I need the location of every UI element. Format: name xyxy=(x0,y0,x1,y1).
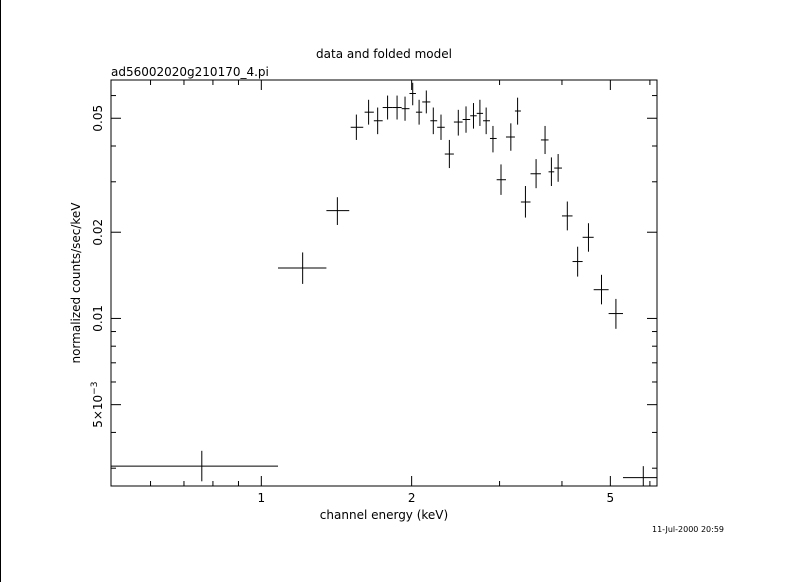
tick-labels: 1 2 5 5×10−3 0.01 0.02 0.05 xyxy=(90,105,614,505)
data-point xyxy=(453,109,463,136)
timestamp: 11-Jul-2000 20:59 xyxy=(652,525,724,534)
data-point xyxy=(582,223,594,252)
plot-frame xyxy=(110,79,658,487)
data-point xyxy=(476,99,484,126)
axis-ticks xyxy=(110,80,657,486)
data-point xyxy=(608,298,623,329)
y-axis-label: normalized counts/sec/keV xyxy=(69,202,83,364)
data-point xyxy=(496,164,506,195)
data-point xyxy=(520,186,531,218)
data-points xyxy=(111,82,657,486)
data-point xyxy=(111,450,279,482)
data-point xyxy=(470,103,477,129)
chart-subtitle: ad56002020g210170_4.pi xyxy=(111,65,269,79)
data-point xyxy=(593,274,609,305)
x-tick-label: 5 xyxy=(607,491,615,505)
window-edge xyxy=(0,0,1,582)
data-point xyxy=(554,154,562,182)
y-tick-label: 0.01 xyxy=(91,305,105,332)
data-point xyxy=(350,114,364,140)
data-point xyxy=(278,252,327,284)
x-axis-label: channel energy (keV) xyxy=(320,508,448,522)
data-point xyxy=(422,90,431,114)
data-point xyxy=(437,114,445,140)
data-point xyxy=(572,246,583,277)
data-point xyxy=(514,97,521,125)
data-point xyxy=(392,95,402,120)
data-point xyxy=(489,125,497,153)
x-tick-label: 2 xyxy=(408,491,416,505)
data-point xyxy=(505,123,515,151)
data-point xyxy=(373,107,383,135)
data-point xyxy=(462,106,471,133)
x-tick-label: 1 xyxy=(257,491,265,505)
data-point xyxy=(548,157,555,187)
data-point xyxy=(622,466,657,486)
data-point xyxy=(364,99,374,125)
data-point xyxy=(409,82,416,106)
data-point xyxy=(430,107,438,135)
data-point xyxy=(530,159,541,189)
data-point xyxy=(326,197,350,225)
y-tick-label: 0.05 xyxy=(91,105,105,132)
data-point xyxy=(483,107,490,135)
data-point xyxy=(540,125,549,155)
y-tick-label: 5×10−3 xyxy=(90,382,105,428)
data-point xyxy=(415,99,423,125)
data-point xyxy=(401,96,410,121)
data-point xyxy=(382,95,393,120)
y-tick-label: 0.02 xyxy=(91,219,105,246)
data-point xyxy=(561,201,573,231)
chart-title: data and folded model xyxy=(316,47,452,61)
data-point xyxy=(444,139,454,169)
